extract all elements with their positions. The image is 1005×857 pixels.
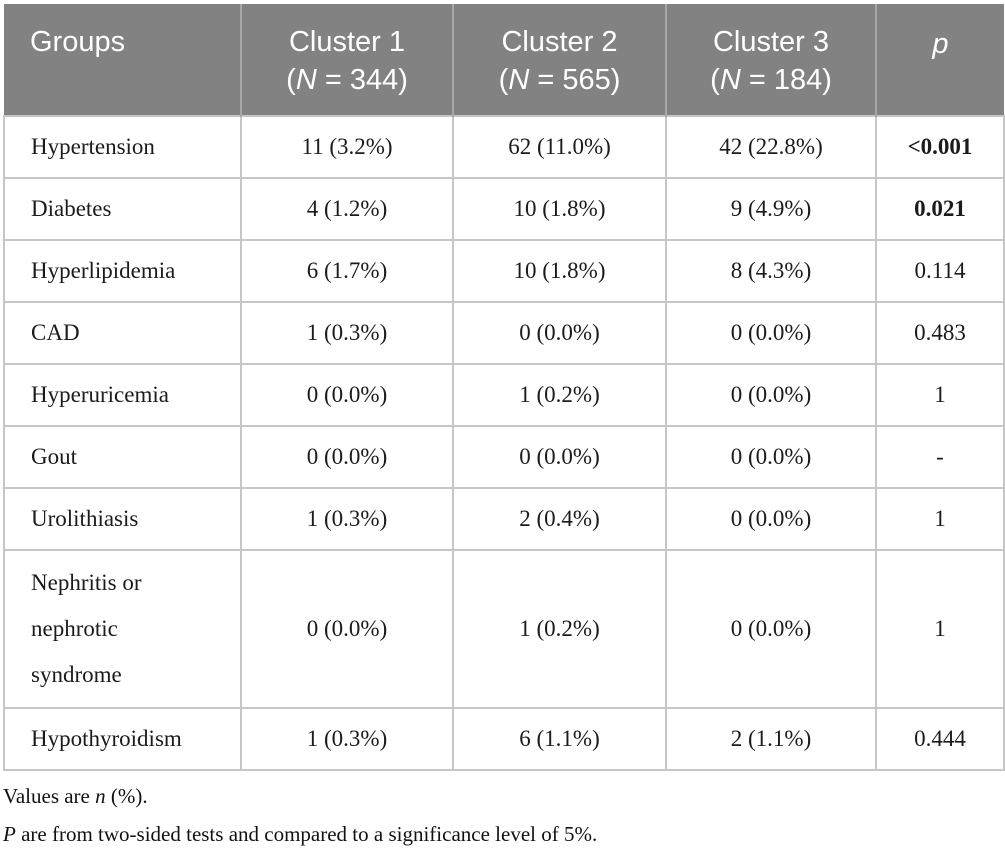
footnote-text: Values are — [3, 784, 96, 808]
table-cell: 0 (0.0%) — [665, 425, 877, 489]
p-value-cell: 0.021 — [875, 177, 1005, 241]
table-row: CAD 1 (0.3%) 0 (0.0%) 0 (0.0%) 0.483 — [3, 301, 1005, 365]
table-row: Hypothyroidism 1 (0.3%) 6 (1.1%) 2 (1.1%… — [3, 707, 1005, 771]
p-value-cell: 0.444 — [875, 707, 1005, 771]
row-label-text: Hyperlipidemia — [31, 258, 176, 283]
row-label: Hypertension — [3, 115, 242, 179]
table-cell: 9 (4.9%) — [665, 177, 877, 241]
header-cluster-3-n: (N = 184) — [668, 61, 874, 99]
table-cell: 1 (0.3%) — [240, 707, 454, 771]
header-p: p — [876, 4, 1004, 116]
table-cell: 0 (0.0%) — [240, 363, 454, 427]
p-value-cell: 1 — [875, 549, 1005, 709]
table-row: Hyperuricemia 0 (0.0%) 1 (0.2%) 0 (0.0%)… — [3, 363, 1005, 427]
p-value-cell: 1 — [875, 487, 1005, 551]
table-cell: 8 (4.3%) — [665, 239, 877, 303]
header-cluster-1: Cluster 1 (N = 344) — [241, 4, 454, 116]
table-cell: 1 (0.2%) — [452, 549, 667, 709]
header-cluster-2: Cluster 2 (N = 565) — [453, 4, 667, 116]
table-cell: 10 (1.8%) — [452, 177, 667, 241]
row-label: Hyperlipidemia — [3, 239, 242, 303]
table-cell: 62 (11.0%) — [452, 115, 667, 179]
table-cell: 1 (0.2%) — [452, 363, 667, 427]
p-value-cell: 1 — [875, 363, 1005, 427]
p-value-cell: <0.001 — [875, 115, 1005, 179]
table-cell: 10 (1.8%) — [452, 239, 667, 303]
row-label: Hypothyroidism — [3, 707, 242, 771]
table-cell: 0 (0.0%) — [665, 487, 877, 551]
table-cell: 0 (0.0%) — [665, 301, 877, 365]
table-cell: 42 (22.8%) — [665, 115, 877, 179]
n-symbol: N — [295, 64, 317, 97]
table-row: Nephritis or nephrotic syndrome 0 (0.0%)… — [3, 549, 1005, 709]
table-cell: 2 (0.4%) — [452, 487, 667, 551]
header-cluster-2-n: (N = 565) — [455, 61, 664, 99]
row-label-text: Diabetes — [31, 196, 112, 221]
table-cell: 0 (0.0%) — [665, 549, 877, 709]
table-cell: 0 (0.0%) — [240, 425, 454, 489]
n-value: = 184) — [740, 64, 832, 97]
table-cell: 2 (1.1%) — [665, 707, 877, 771]
row-label-text: Hypertension — [31, 134, 155, 159]
table-cell: 11 (3.2%) — [240, 115, 454, 179]
table-row: Urolithiasis 1 (0.3%) 2 (0.4%) 0 (0.0%) … — [3, 487, 1005, 551]
p-value-cell: 0.114 — [875, 239, 1005, 303]
header-cluster-3-title: Cluster 3 — [712, 26, 830, 58]
row-label: Nephritis or nephrotic syndrome — [3, 549, 242, 709]
table-cell: 0 (0.0%) — [452, 425, 667, 489]
table-cell: 4 (1.2%) — [240, 177, 454, 241]
table-header: Groups Cluster 1 (N = 344) Cluster 2 (N … — [4, 4, 1004, 116]
row-label: Gout — [3, 425, 242, 489]
paren: ( — [286, 64, 296, 97]
table-row: Hypertension 11 (3.2%) 62 (11.0%) 42 (22… — [3, 115, 1005, 179]
table-cell: 0 (0.0%) — [240, 549, 454, 709]
header-cluster-1-title: Cluster 1 — [288, 26, 406, 58]
n-value: = 344) — [316, 64, 408, 97]
table-footnotes: Values are n (%). P are from two-sided t… — [3, 777, 1005, 853]
row-label: Urolithiasis — [3, 487, 242, 551]
row-label-text: CAD — [31, 320, 80, 345]
footnote-n-symbol: n — [95, 784, 106, 808]
p-value-cell: - — [875, 425, 1005, 489]
footnote-text: (%). — [105, 784, 148, 808]
footnote-p-tests: P are from two-sided tests and compared … — [3, 815, 1005, 853]
row-label-text: Hyperuricemia — [31, 382, 169, 407]
row-label: Diabetes — [3, 177, 242, 241]
header-groups: Groups — [4, 4, 242, 116]
table-row: Gout 0 (0.0%) 0 (0.0%) 0 (0.0%) - — [3, 425, 1005, 489]
table-cell: 0 (0.0%) — [665, 363, 877, 427]
n-symbol: N — [719, 64, 741, 97]
table-row: Hyperlipidemia 6 (1.7%) 10 (1.8%) 8 (4.3… — [3, 239, 1005, 303]
table-cell: 0 (0.0%) — [452, 301, 667, 365]
row-label: Hyperuricemia — [3, 363, 242, 427]
p-value-cell: 0.483 — [875, 301, 1005, 365]
header-cluster-3: Cluster 3 (N = 184) — [666, 4, 877, 116]
header-row: Groups Cluster 1 (N = 344) Cluster 2 (N … — [4, 4, 1004, 116]
footnote-p-symbol: P — [3, 822, 16, 846]
n-symbol: N — [508, 64, 530, 97]
row-label: CAD — [3, 301, 242, 365]
row-label-text: Nephritis or nephrotic syndrome — [31, 570, 142, 687]
header-cluster-2-title: Cluster 2 — [501, 26, 618, 58]
row-label-text: Urolithiasis — [31, 506, 139, 531]
table-cell: 1 (0.3%) — [240, 487, 454, 551]
footnote-values: Values are n (%). — [3, 777, 1005, 815]
n-value: = 565) — [529, 64, 621, 97]
paren: ( — [710, 64, 720, 97]
table-row: Diabetes 4 (1.2%) 10 (1.8%) 9 (4.9%) 0.0… — [3, 177, 1005, 241]
comorbidity-table: Groups Cluster 1 (N = 344) Cluster 2 (N … — [3, 4, 1005, 771]
table-body: Hypertension 11 (3.2%) 62 (11.0%) 42 (22… — [3, 115, 1005, 771]
table-cell: 6 (1.7%) — [240, 239, 454, 303]
row-label-text: Gout — [31, 444, 77, 469]
table-cell: 1 (0.3%) — [240, 301, 454, 365]
header-cluster-1-n: (N = 344) — [243, 61, 451, 99]
header-groups-label: Groups — [30, 26, 126, 58]
table-cell: 6 (1.1%) — [452, 707, 667, 771]
paren: ( — [498, 64, 509, 97]
row-label-text: Hypothyroidism — [31, 726, 182, 751]
footnote-text: are from two-sided tests and compared to… — [15, 822, 598, 846]
